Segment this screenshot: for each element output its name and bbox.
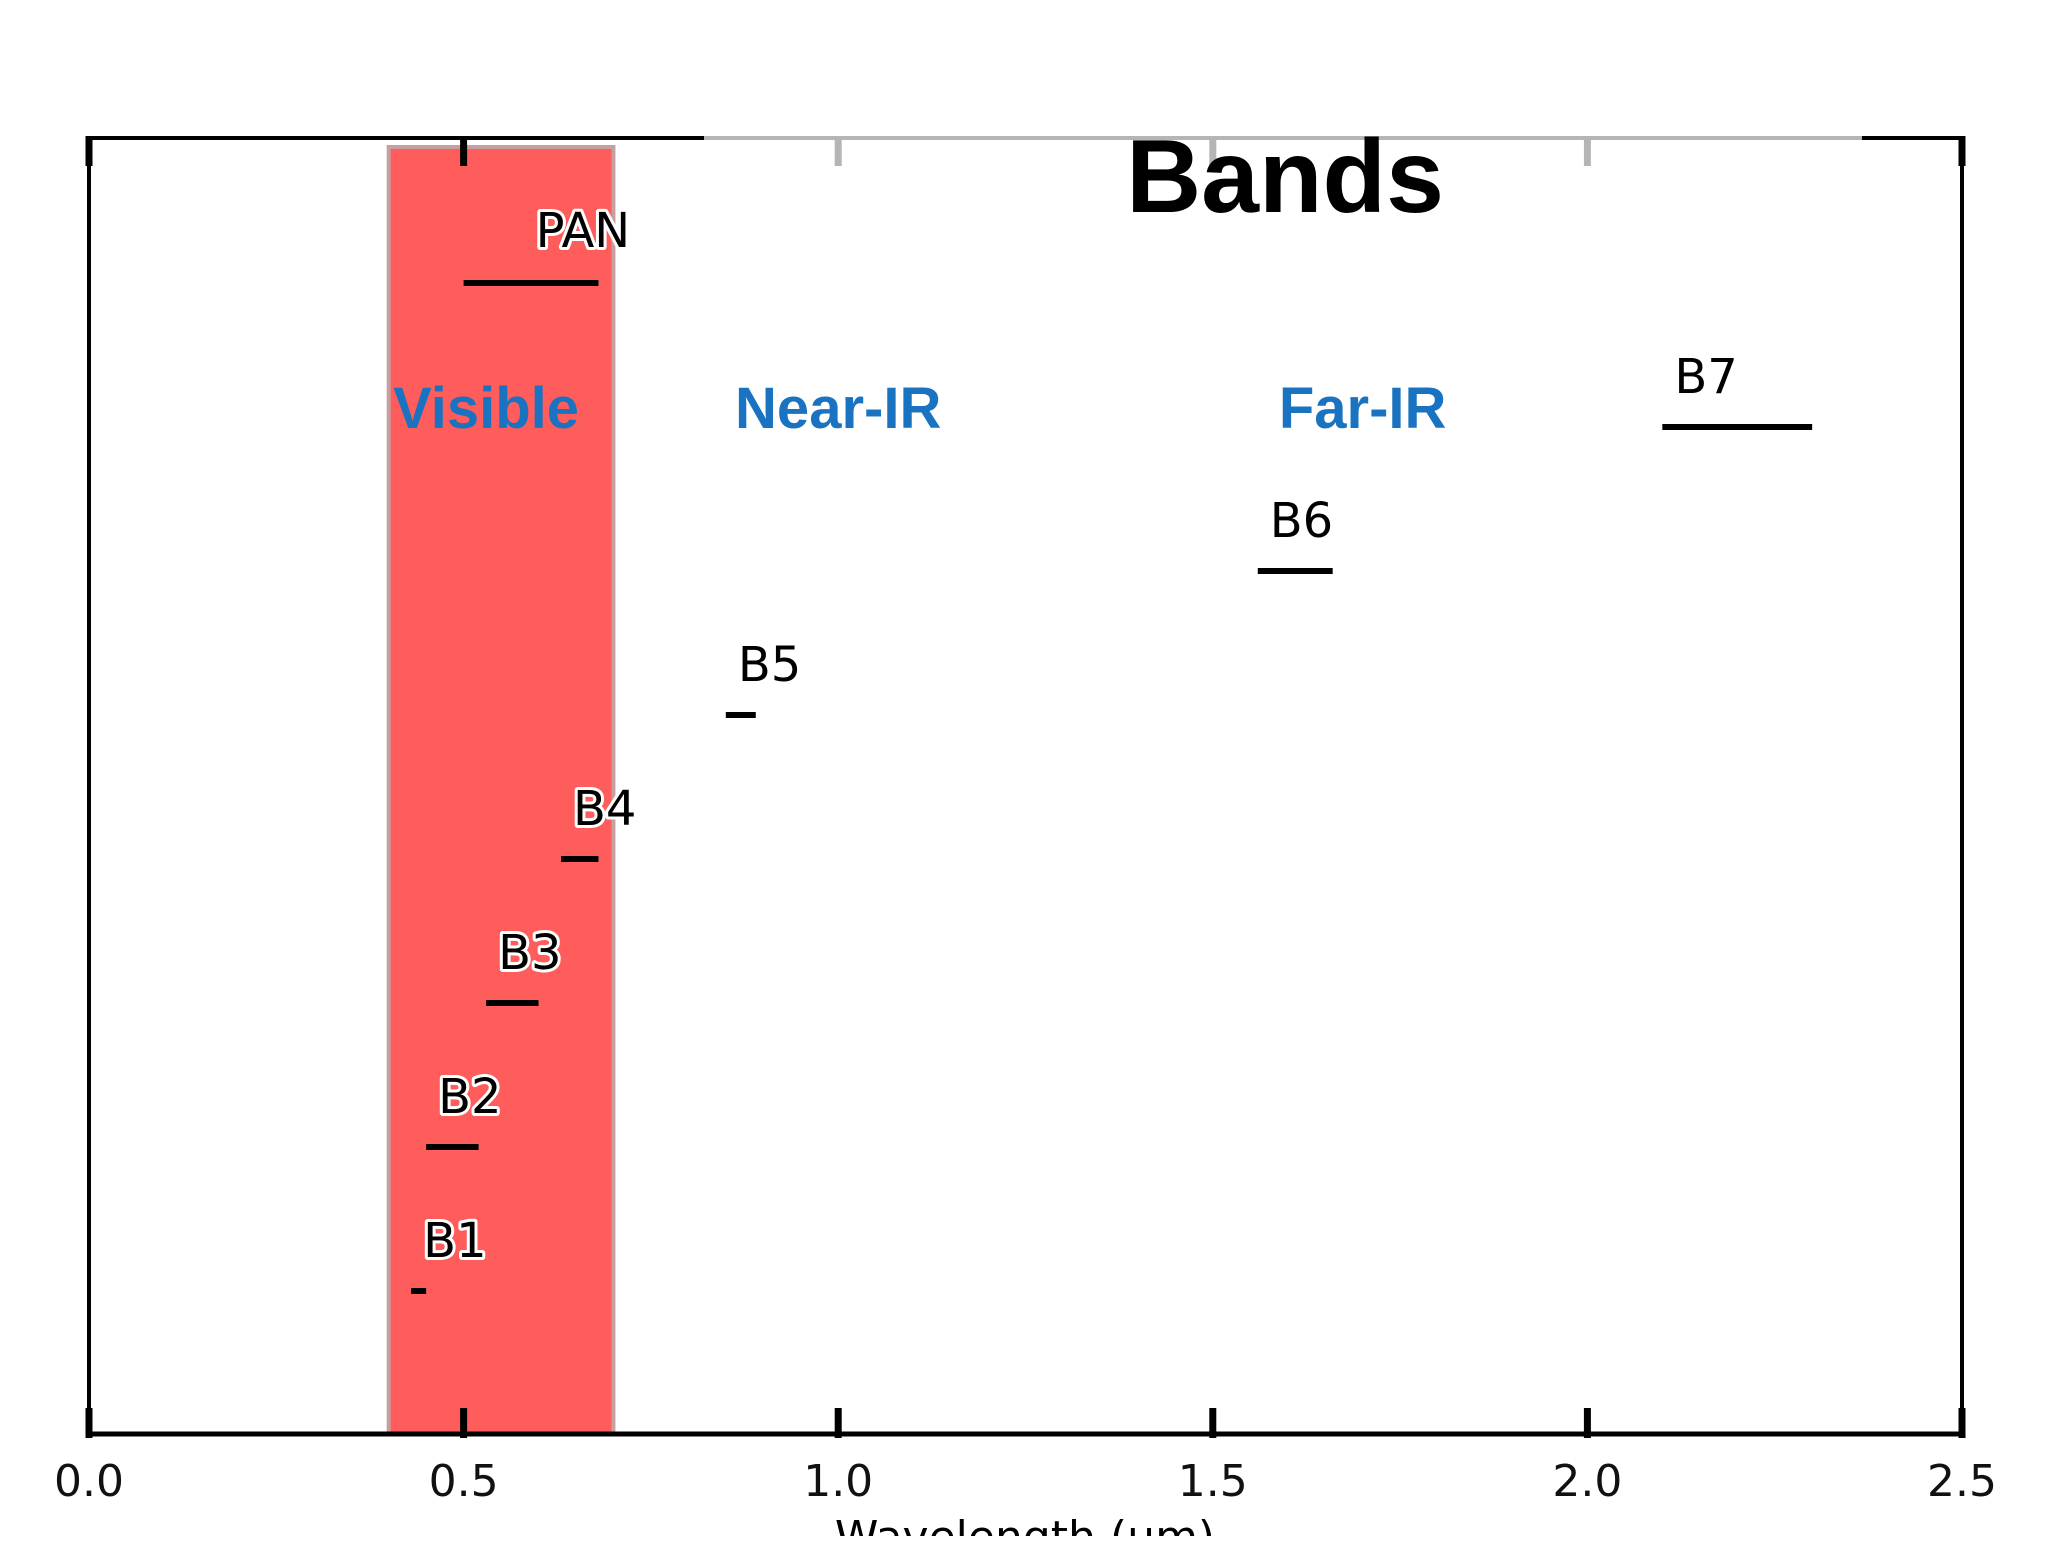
shade-layer <box>386 145 616 1436</box>
band-label: PAN <box>536 203 631 259</box>
band-label: B5 <box>738 637 801 693</box>
chart-title: Bands <box>1126 119 1444 235</box>
x-tick-label: 2.5 <box>1927 1456 1997 1507</box>
visible-region-shade <box>386 145 616 1436</box>
band-label: B3 <box>498 925 561 981</box>
region-label: Far-IR <box>1279 376 1447 441</box>
x-tick-label: 2.0 <box>1552 1456 1622 1507</box>
band-label: B7 <box>1674 349 1737 405</box>
region-label: Near-IR <box>735 376 941 441</box>
x-tick-label: 0.5 <box>429 1456 499 1507</box>
bands-layer: Visible Near-IR Far-IR B1 B2 B3 B4 B5 B6 B7 PAN <box>393 200 1813 1294</box>
band-label: B4 <box>573 781 636 837</box>
band-label: B6 <box>1270 493 1333 549</box>
x-tick-label: 1.5 <box>1178 1456 1248 1507</box>
band-label: B2 <box>438 1069 501 1125</box>
x-axis-label: Wavelength (μm) <box>835 1512 1215 1536</box>
band-label: B1 <box>423 1213 486 1269</box>
x-tick-label: 0.0 <box>54 1456 124 1507</box>
region-label: Visible <box>393 376 579 441</box>
x-tick-label: 1.0 <box>803 1456 873 1507</box>
axes-layer: 0.0 0.5 1.0 1.5 2.0 2.5 <box>54 136 1997 1507</box>
